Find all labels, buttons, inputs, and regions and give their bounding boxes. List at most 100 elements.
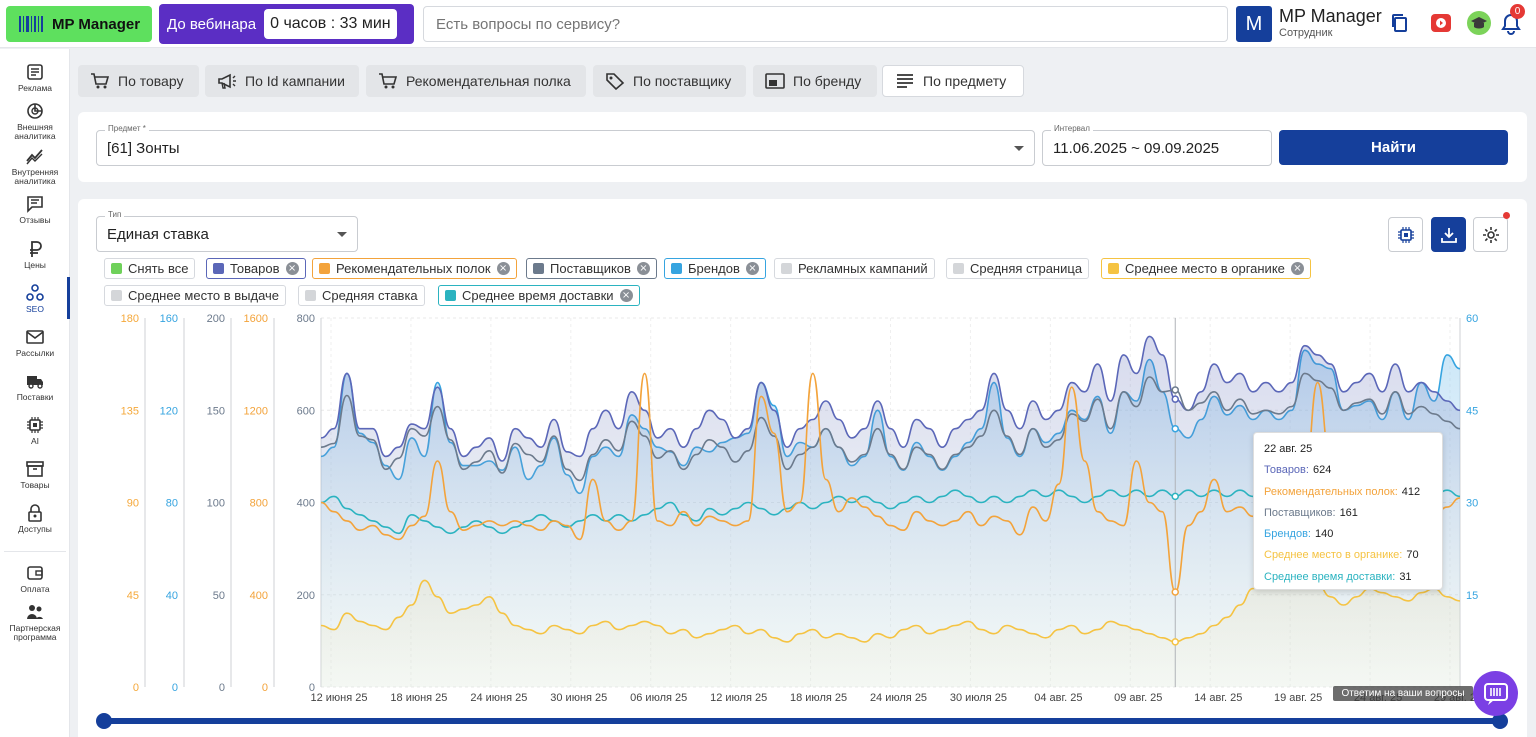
y-tick-label: 50 (213, 590, 225, 602)
filter-panel: Предмет * [61] Зонты Интервал 11.06.2025… (78, 112, 1527, 182)
y-tick-label: 100 (207, 498, 225, 510)
sidebar-item-products[interactable]: Товары (0, 460, 70, 490)
sidebar-item-external-analytics[interactable]: Внешняя аналитика (0, 102, 70, 141)
series-chip[interactable]: Рекламных кампаний (774, 258, 935, 279)
help-chat-button[interactable] (1473, 671, 1518, 716)
tooltip-row-value: 624 (1312, 464, 1332, 477)
subject-select[interactable]: Предмет * [61] Зонты (96, 124, 1035, 166)
logo-label: MP Manager (52, 15, 141, 33)
y-tick-label: 200 (207, 313, 225, 325)
type-select[interactable]: Тип Единая ставка (96, 210, 358, 252)
series-chip[interactable]: Брендов × (664, 258, 766, 279)
chip-label: Рекламных кампаний (798, 261, 928, 276)
pie-chart-icon (27, 103, 43, 119)
close-icon[interactable]: × (285, 262, 299, 275)
sidebar-item-supplies[interactable]: Поставки (0, 372, 70, 402)
ai-analysis-button[interactable] (1388, 217, 1423, 252)
close-icon[interactable]: × (1290, 262, 1304, 275)
close-icon[interactable]: × (636, 262, 650, 275)
series-chip[interactable]: Среднее время доставки × (438, 285, 640, 306)
video-icon[interactable] (1430, 12, 1452, 34)
y-tick-label: 60 (1466, 313, 1478, 325)
x-tick-label: 18 июня 25 (390, 692, 447, 704)
series-chip[interactable]: Снять все (104, 258, 196, 279)
download-icon (1440, 227, 1457, 243)
tooltip-row: Поставщиков: 161 (1264, 503, 1432, 524)
sidebar-item-label: Партнерская программа (9, 623, 61, 642)
tooltip-row-value: 70 (1406, 549, 1419, 562)
sidebar-item-ads[interactable]: Реклама (0, 63, 70, 93)
find-button[interactable]: Найти (1279, 130, 1508, 165)
x-tick-label: 12 июля 25 (710, 692, 767, 704)
sidebar-item-partners[interactable]: Партнерская программа (0, 603, 70, 642)
series-chip[interactable]: Средняя ставка (298, 285, 425, 306)
sidebar-item-mailings[interactable]: Рассылки (0, 328, 70, 358)
logo-button[interactable]: MP Manager (6, 6, 152, 42)
sidebar-item-label: Отзывы (19, 215, 51, 225)
series-chip[interactable]: Поставщиков × (526, 258, 657, 279)
x-tick-label: 30 июня 25 (550, 692, 607, 704)
y-tick-label: 1600 (244, 313, 268, 325)
tooltip-row-value: 140 (1314, 528, 1334, 541)
tooltip-row: Среднее время доставки: 31 (1264, 567, 1432, 588)
top-bar: MP Manager До вебинара 0 часов : 33 мин … (0, 0, 1536, 48)
chip-label: Рекомендательных полок (336, 261, 491, 276)
series-chip[interactable]: Средняя страница (946, 258, 1090, 279)
hover-marker (1171, 588, 1179, 596)
sidebar-item-payment[interactable]: Оплата (0, 564, 70, 594)
tab-label: По поставщику (633, 73, 732, 89)
sidebar-item-ai[interactable]: AI (0, 416, 70, 446)
chip-label: Среднее место в выдаче (128, 288, 280, 303)
tooltip-row-label: Товаров: (1264, 464, 1309, 477)
sidebar-active-indicator (67, 277, 70, 319)
series-chip[interactable]: Среднее место в органике × (1101, 258, 1311, 279)
download-button[interactable] (1431, 217, 1466, 252)
tooltip-row-value: 31 (1399, 570, 1412, 583)
tab-by-product[interactable]: По товару (78, 65, 199, 97)
copy-icon[interactable] (1389, 12, 1411, 34)
color-swatch (445, 290, 456, 301)
tooltip-row: Товаров: 624 (1264, 460, 1432, 481)
gear-icon (1482, 226, 1499, 243)
webinar-countdown[interactable]: До вебинара 0 часов : 33 мин (159, 4, 414, 44)
sidebar-item-internal-analytics[interactable]: Внутренняя аналитика (0, 147, 70, 186)
avatar[interactable]: M (1236, 6, 1272, 42)
sidebar-item-access[interactable]: Доступы (0, 504, 70, 534)
y-tick-label: 160 (160, 313, 178, 325)
tab-by-supplier[interactable]: По поставщику (593, 65, 746, 97)
chart-panel: Тип Единая ставка Снять все Товаров × Реком… (78, 199, 1527, 737)
series-chip[interactable]: Товаров × (206, 258, 306, 279)
x-tick-label: 30 июля 25 (950, 692, 1007, 704)
color-swatch (953, 263, 964, 274)
close-icon[interactable]: × (745, 262, 759, 275)
settings-button[interactable] (1473, 217, 1508, 252)
box-icon (26, 461, 44, 477)
sidebar-item-seo[interactable]: SEO (0, 284, 70, 314)
chat-icon (1483, 682, 1508, 705)
academy-icon[interactable] (1466, 10, 1492, 36)
sidebar-item-label: SEO (26, 304, 44, 314)
series-chip[interactable]: Рекомендательных полок × (312, 258, 517, 279)
sidebar-item-prices[interactable]: Цены (0, 240, 70, 270)
y-tick-label: 0 (133, 682, 139, 694)
sidebar-item-reviews[interactable]: Отзывы (0, 195, 70, 225)
y-tick-label: 1200 (244, 405, 268, 417)
chip-label: Среднее время доставки (462, 288, 614, 303)
tab-label: По бренду (793, 73, 862, 89)
close-icon[interactable]: × (496, 262, 510, 275)
tab-recommendation-shelf[interactable]: Рекомендательная полка (366, 65, 586, 97)
interval-picker[interactable]: Интервал 11.06.2025 ~ 09.09.2025 (1042, 124, 1272, 166)
y-tick-label: 0 (219, 682, 225, 694)
close-icon[interactable]: × (619, 289, 633, 302)
x-tick-label: 12 июня 25 (310, 692, 367, 704)
subject-value: [61] Зонты (107, 139, 180, 157)
y-tick-label: 135 (121, 405, 139, 417)
tab-by-brand[interactable]: По бренду (753, 65, 877, 97)
hover-marker (1171, 395, 1179, 403)
y-tick-label: 30 (1466, 498, 1478, 510)
support-search-input[interactable] (423, 6, 1228, 42)
tab-by-subject[interactable]: По предмету (882, 65, 1024, 97)
tab-by-campaign-id[interactable]: По Id кампании (205, 65, 359, 97)
series-chip[interactable]: Среднее место в выдаче (104, 285, 287, 306)
x-tick-label: 19 авг. 25 (1274, 692, 1322, 704)
